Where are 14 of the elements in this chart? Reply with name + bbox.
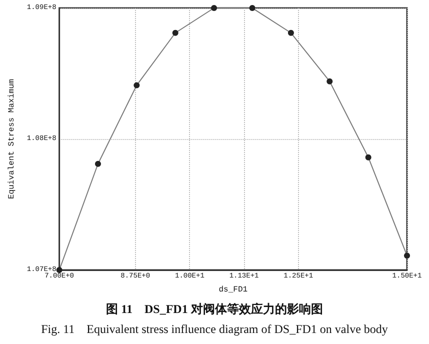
point — [56, 267, 62, 273]
y-axis-title: Equivalent Stress Maximum — [8, 78, 16, 200]
point — [249, 5, 256, 11]
point — [326, 78, 333, 84]
caption: 图 11 DS_FD1 对阀体等效应力的影响图 — [106, 302, 323, 316]
point — [94, 160, 101, 167]
point — [365, 154, 372, 160]
point — [134, 82, 140, 88]
point — [211, 5, 218, 11]
x-axis-title: ds_FD1 — [218, 286, 248, 294]
point — [172, 30, 178, 36]
point — [288, 30, 294, 36]
point — [404, 252, 410, 259]
caption: Fig. 11 Equivalent stress influence diagram of DS_FD1 on valve body — [41, 322, 388, 336]
